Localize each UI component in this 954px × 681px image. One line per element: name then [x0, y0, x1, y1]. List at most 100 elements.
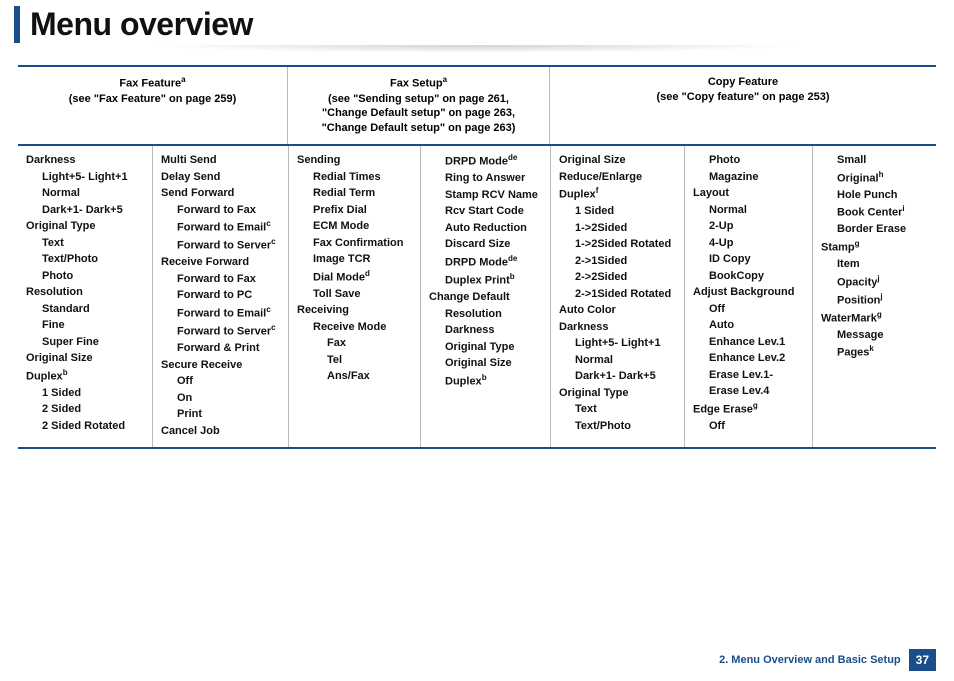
menu-item: Multi Send: [161, 152, 282, 169]
menu-item: Sending: [297, 152, 414, 169]
menu-item: Forward & Print: [161, 340, 282, 357]
menu-item: Positionj: [821, 291, 930, 309]
menu-item: 2 Sided: [26, 401, 146, 418]
header-fax-setup-sub3: "Change Default setup" on page 263): [322, 122, 516, 134]
menu-item: Ring to Answer: [429, 170, 544, 187]
header-fax-setup-sub1: (see "Sending setup" on page 261,: [328, 93, 509, 105]
menu-item: Auto Color: [559, 302, 678, 319]
menu-item: On: [161, 390, 282, 407]
menu-item: 2 Sided Rotated: [26, 418, 146, 435]
menu-item: Super Fine: [26, 334, 146, 351]
menu-item: Receive Forward: [161, 254, 282, 271]
menu-item: Rcv Start Code: [429, 203, 544, 220]
header-fax-feature-sup: a: [181, 75, 185, 84]
menu-item: Delay Send: [161, 169, 282, 186]
footer-chapter: 2. Menu Overview and Basic Setup: [719, 654, 901, 666]
column-4: DRPD ModedeRing to AnswerStamp RCV NameR…: [420, 146, 550, 447]
menu-item: BookCopy: [693, 268, 806, 285]
menu-item: Message: [821, 327, 930, 344]
menu-item: Dial Moded: [297, 268, 414, 286]
header-fax-setup: Fax Setupa (see "Sending setup" on page …: [288, 67, 550, 144]
menu-item: Forward to Serverc: [161, 322, 282, 340]
menu-item: Original Type: [559, 385, 678, 402]
menu-item: Redial Term: [297, 185, 414, 202]
menu-item: Auto: [693, 317, 806, 334]
menu-item: Hole Punch: [821, 187, 930, 204]
menu-item: Opacityj: [821, 273, 930, 291]
menu-item: DRPD Modede: [429, 253, 544, 271]
menu-item: DRPD Modede: [429, 152, 544, 170]
menu-table: Fax Featurea (see "Fax Feature" on page …: [18, 65, 936, 449]
menu-item: Photo: [26, 268, 146, 285]
column-5: Original SizeReduce/EnlargeDuplexf1 Side…: [550, 146, 684, 447]
menu-item: Enhance Lev.1: [693, 334, 806, 351]
menu-item: Toll Save: [297, 286, 414, 303]
menu-item: Dark+1- Dark+5: [26, 202, 146, 219]
menu-item: Stamp RCV Name: [429, 187, 544, 204]
menu-item: Adjust Background: [693, 284, 806, 301]
menu-item: Image TCR: [297, 251, 414, 268]
menu-item: Print: [161, 406, 282, 423]
menu-item: 1->2Sided: [559, 220, 678, 237]
menu-item: ECM Mode: [297, 218, 414, 235]
menu-item: Original Type: [26, 218, 146, 235]
menu-item: Darkness: [429, 322, 544, 339]
menu-item: Resolution: [26, 284, 146, 301]
menu-item: 2-Up: [693, 218, 806, 235]
header-fax-feature: Fax Featurea (see "Fax Feature" on page …: [18, 67, 288, 144]
menu-item: Duplexb: [26, 367, 146, 385]
footer-page-number: 37: [909, 649, 936, 671]
menu-item: Off: [161, 373, 282, 390]
header-fax-setup-title: Fax Setup: [390, 78, 443, 90]
header-copy-feature-sub: (see "Copy feature" on page 253): [656, 91, 829, 103]
menu-item: Forward to Serverc: [161, 236, 282, 254]
menu-item: Duplexb: [429, 372, 544, 390]
menu-item: Light+5- Light+1: [559, 335, 678, 352]
column-7: SmallOriginalhHole PunchBook CenteriBord…: [812, 146, 936, 447]
menu-item: Originalh: [821, 169, 930, 187]
table-header-row: Fax Featurea (see "Fax Feature" on page …: [18, 67, 936, 146]
menu-item: Auto Reduction: [429, 220, 544, 237]
page-title-bar: Menu overview: [14, 6, 954, 43]
menu-item: Normal: [559, 352, 678, 369]
menu-item: Dark+1- Dark+5: [559, 368, 678, 385]
menu-item: 1->2Sided Rotated: [559, 236, 678, 253]
menu-item: Border Erase: [821, 221, 930, 238]
menu-item: Change Default: [429, 289, 544, 306]
menu-item: Book Centeri: [821, 203, 930, 221]
menu-item: Off: [693, 301, 806, 318]
menu-item: Fax Confirmation: [297, 235, 414, 252]
menu-item: Layout: [693, 185, 806, 202]
menu-item: Darkness: [559, 319, 678, 336]
menu-item: Receive Mode: [297, 319, 414, 336]
menu-item: Erase Lev.1- Erase Lev.4: [693, 367, 806, 400]
menu-item: Enhance Lev.2: [693, 350, 806, 367]
header-copy-feature: Copy Feature (see "Copy feature" on page…: [550, 67, 936, 144]
header-fax-feature-title: Fax Feature: [119, 78, 181, 90]
menu-item: Original Size: [559, 152, 678, 169]
menu-item: Standard: [26, 301, 146, 318]
menu-item: Redial Times: [297, 169, 414, 186]
menu-item: 4-Up: [693, 235, 806, 252]
menu-item: Forward to Fax: [161, 271, 282, 288]
menu-item: Forward to Emailc: [161, 304, 282, 322]
menu-item: Tel: [297, 352, 414, 369]
menu-item: Reduce/Enlarge: [559, 169, 678, 186]
menu-item: Text: [26, 235, 146, 252]
menu-item: Secure Receive: [161, 357, 282, 374]
menu-item: Original Type: [429, 339, 544, 356]
menu-item: Off: [693, 418, 806, 435]
menu-item: Pagesk: [821, 343, 930, 361]
menu-item: WaterMarkg: [821, 309, 930, 327]
menu-item: Item: [821, 256, 930, 273]
menu-item: Duplex Printb: [429, 271, 544, 289]
menu-item: Forward to Emailc: [161, 218, 282, 236]
header-copy-feature-title: Copy Feature: [708, 76, 778, 88]
column-1: DarknessLight+5- Light+1NormalDark+1- Da…: [18, 146, 152, 447]
menu-item: 1 Sided: [26, 385, 146, 402]
menu-item: Magazine: [693, 169, 806, 186]
menu-item: Resolution: [429, 306, 544, 323]
menu-item: 2->1Sided Rotated: [559, 286, 678, 303]
menu-item: Discard Size: [429, 236, 544, 253]
menu-item: Receiving: [297, 302, 414, 319]
